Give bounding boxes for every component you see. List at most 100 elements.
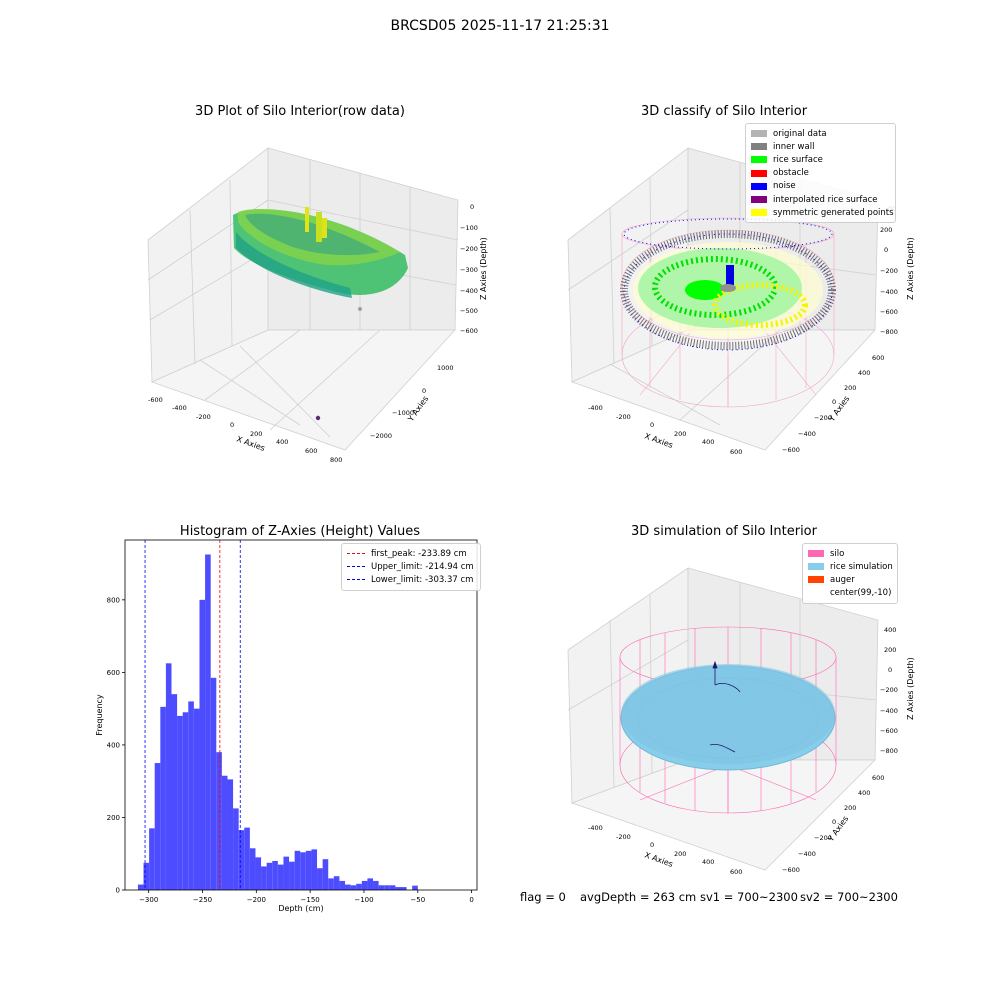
histogram-bar [238,830,245,890]
raw-y-ticks: 1000 0 −1000 −2000 [370,364,454,440]
histogram-ytick-label: 400 [107,741,120,749]
simulation-auger [709,660,741,753]
classify-ytick: 600 [872,354,884,362]
histogram-bar [389,885,396,890]
raw-xtick: 600 [305,447,317,455]
histogram-bar [221,775,228,890]
simulation-ztick: −800 [880,747,898,755]
histogram-xtick-label: −250 [193,896,212,904]
histogram-bar [328,878,334,890]
histogram-xtick-label: 0 [469,896,473,904]
histogram-bar [339,880,346,890]
raw-ytick: 1000 [437,364,454,372]
raw-xtick: 0 [230,421,234,429]
histogram-bars [137,554,418,890]
classify-xtick: 200 [674,430,686,438]
histogram-bar [305,850,312,890]
histogram-bar [160,706,166,890]
classify-ztick: −800 [880,328,898,336]
legend-line-sample [347,579,365,581]
histogram-bar [266,862,273,890]
legend-label: center(99,-10) [830,588,892,599]
classify-ytick: 400 [858,369,870,377]
legend-entry: noise [751,180,890,193]
legend-label: noise [773,181,796,192]
classify-ytick: −200 [814,414,832,422]
raw-xtick: -200 [196,413,211,421]
raw-xtick: 800 [330,456,342,464]
classify-ytick: −400 [798,430,816,438]
simulation-plot-title: 3D simulation of Silo Interior [631,524,817,539]
classify-legend: original data inner wall rice surface ob… [745,123,896,224]
legend-swatch [808,590,824,597]
simulation-xtick: 0 [650,841,654,849]
histogram-bar [205,554,211,890]
histogram-bar [210,677,217,890]
histogram-bar [384,885,390,890]
histogram-bar [199,599,206,890]
histogram-bar [154,763,161,890]
histogram-bar [233,808,239,890]
classify-plot-title: 3D classify of Silo Interior [640,104,808,119]
raw-point-cloud [233,207,408,421]
classify-ztick: −200 [880,267,898,275]
classify-ztick: −600 [880,308,898,316]
simulation-ztick: −200 [880,686,898,694]
raw-xtick: 400 [276,438,288,446]
classify-y-ticks: 600 400 200 0 −200 −400 −600 [782,354,884,454]
histogram-xlabel: Depth (cm) [278,904,323,913]
legend-entry: rice simulation [808,560,893,573]
histogram-bar [367,878,374,890]
classify-x-ticks: -400 -200 0 200 400 600 [588,404,742,456]
classify-z-ticks: 00 200 0 −200 −400 −600 −800 [880,205,898,336]
legend-entry: symmetric generated points [751,206,894,219]
classify-point-cloud [620,218,836,351]
histogram-bar [171,694,178,890]
histogram-ytick-label: 600 [107,669,120,677]
legend-entry: Lower_limit: -303.37 cm [347,573,475,586]
classify-ytick: 0 [832,398,836,406]
simulation-xlabel: X Axies [643,850,674,869]
raw-xtick: 200 [250,430,262,438]
legend-swatch [751,130,767,138]
legend-label: Upper_limit: -214.94 cm [371,561,474,572]
legend-entry: original data [751,127,890,140]
simulation-xtick: -200 [616,833,631,841]
legend-entry: silo [808,547,892,560]
raw-ztick: −600 [460,327,478,335]
histogram-bar [350,885,357,890]
simulation-zlabel: Z Axies (Depth) [906,657,915,720]
classify-xlabel: X Axies [643,431,674,450]
histogram-xtick-label: −200 [247,896,266,904]
legend-entry: center(99,-10) [808,587,892,600]
histogram-legend: first_peak: -233.89 cm Upper_limit: -214… [341,543,481,591]
histogram-bar [373,880,379,890]
simulation-ytick: 200 [844,804,856,812]
histogram-bar [165,663,172,890]
classify-xtick: 600 [730,448,742,456]
histogram-xtick-label: −150 [301,896,320,904]
simulation-x-ticks: -400 -200 0 200 400 600 [588,824,742,876]
histogram-bar [356,883,362,890]
raw-xtick: -600 [148,396,163,404]
histogram-bar [216,752,222,890]
legend-label: Lower_limit: -303.37 cm [371,574,474,585]
histogram-bar [272,860,278,890]
simulation-ztick: −400 [880,707,898,715]
histogram-bar [401,887,407,890]
legend-entry: interpolated rice surface [751,193,890,206]
legend-swatch [751,182,767,190]
histogram-bar [249,848,256,890]
histogram-bar [137,884,144,890]
histogram-bar [182,712,189,890]
legend-swatch [751,196,767,204]
histogram-xtick-label: −100 [354,896,373,904]
histogram-reference-lines [144,540,241,890]
raw-plot-title: 3D Plot of Silo Interior(row data) [195,104,405,119]
simulation-legend: silo rice simulation auger center(99,-10… [802,543,898,604]
simulation-ytick: −600 [782,866,800,874]
raw-xtick: -400 [172,404,187,412]
histogram-x-ticks: −300 −250 −200 −150 −100 −50 0 [139,890,474,904]
legend-entry: auger [808,573,892,586]
legend-label: rice surface [773,154,823,165]
